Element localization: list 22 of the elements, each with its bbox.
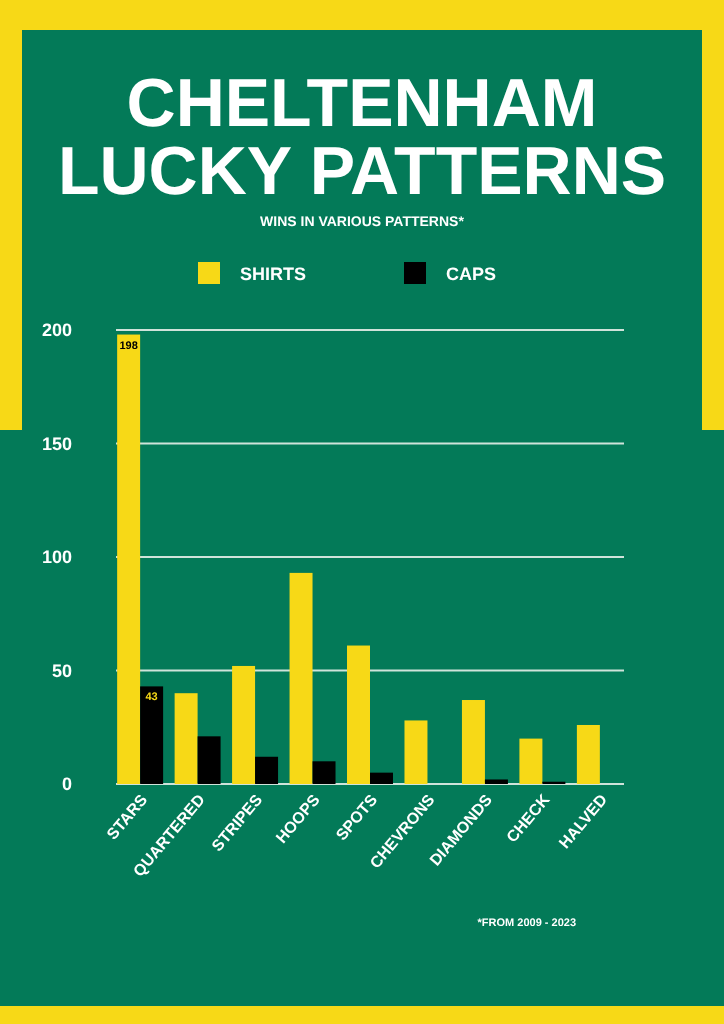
y-tick-label: 50 <box>51 660 72 681</box>
bar <box>312 761 336 784</box>
bar <box>174 693 198 784</box>
chart-title: CHELTENHAM LUCKY PATTERNS <box>57 66 667 210</box>
bar <box>576 724 600 784</box>
bar <box>370 772 393 784</box>
y-tick-label: 200 <box>41 320 72 340</box>
y-tick-label: 100 <box>41 547 72 567</box>
bar <box>255 756 279 784</box>
bar <box>347 645 370 784</box>
bar <box>197 736 221 784</box>
bar <box>289 572 313 784</box>
bar <box>519 738 543 784</box>
legend-label: SHIRTS <box>240 264 307 284</box>
bar <box>232 665 256 784</box>
bar <box>461 700 485 784</box>
bar <box>404 720 428 784</box>
legend-label: CAPS <box>446 264 497 284</box>
y-tick-label: 150 <box>41 433 72 454</box>
y-tick-label: 0 <box>61 774 72 794</box>
bar <box>117 334 141 784</box>
bar <box>140 686 164 784</box>
